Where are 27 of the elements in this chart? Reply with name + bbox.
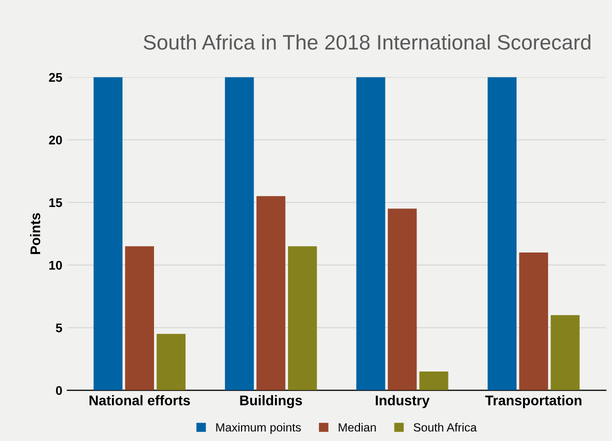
x-tick-label: Buildings — [240, 395, 302, 408]
chart-title: South Africa in The 2018 International Scorecard — [144, 34, 590, 50]
x-tick-label: National efforts — [90, 395, 190, 406]
y-axis-title: Points — [30, 213, 40, 254]
bar — [125, 246, 154, 390]
y-tick-label: 25 — [48, 72, 62, 82]
legend-label: Maximum points — [216, 422, 301, 434]
legend-label: Median — [338, 422, 376, 432]
bar — [94, 77, 122, 390]
y-tick-label: 20 — [48, 136, 62, 144]
legend-label: South Africa — [414, 422, 477, 432]
y-tick-label: 15 — [49, 198, 62, 208]
bar — [356, 77, 386, 390]
y-tick-label: 0 — [56, 386, 62, 395]
bar — [256, 196, 286, 390]
y-tick-label: 5 — [56, 324, 62, 332]
bar — [419, 372, 448, 390]
y-tick-label: 10 — [49, 260, 62, 270]
bar — [156, 334, 186, 390]
bar — [550, 315, 580, 390]
bar — [288, 246, 317, 390]
bar — [519, 252, 548, 390]
bar — [224, 77, 254, 390]
x-tick-label: Transportation — [485, 395, 582, 408]
bar — [388, 208, 417, 390]
x-tick-label: Industry — [376, 395, 430, 408]
bar — [488, 77, 517, 390]
